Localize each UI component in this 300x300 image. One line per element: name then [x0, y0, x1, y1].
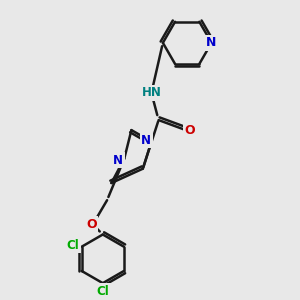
- Text: N: N: [141, 134, 151, 147]
- Text: HN: HN: [142, 86, 161, 99]
- Text: O: O: [185, 124, 195, 136]
- Text: N: N: [206, 36, 217, 49]
- Text: O: O: [86, 218, 97, 231]
- Text: N: N: [113, 154, 123, 166]
- Text: Cl: Cl: [66, 239, 79, 252]
- Text: Cl: Cl: [96, 285, 109, 298]
